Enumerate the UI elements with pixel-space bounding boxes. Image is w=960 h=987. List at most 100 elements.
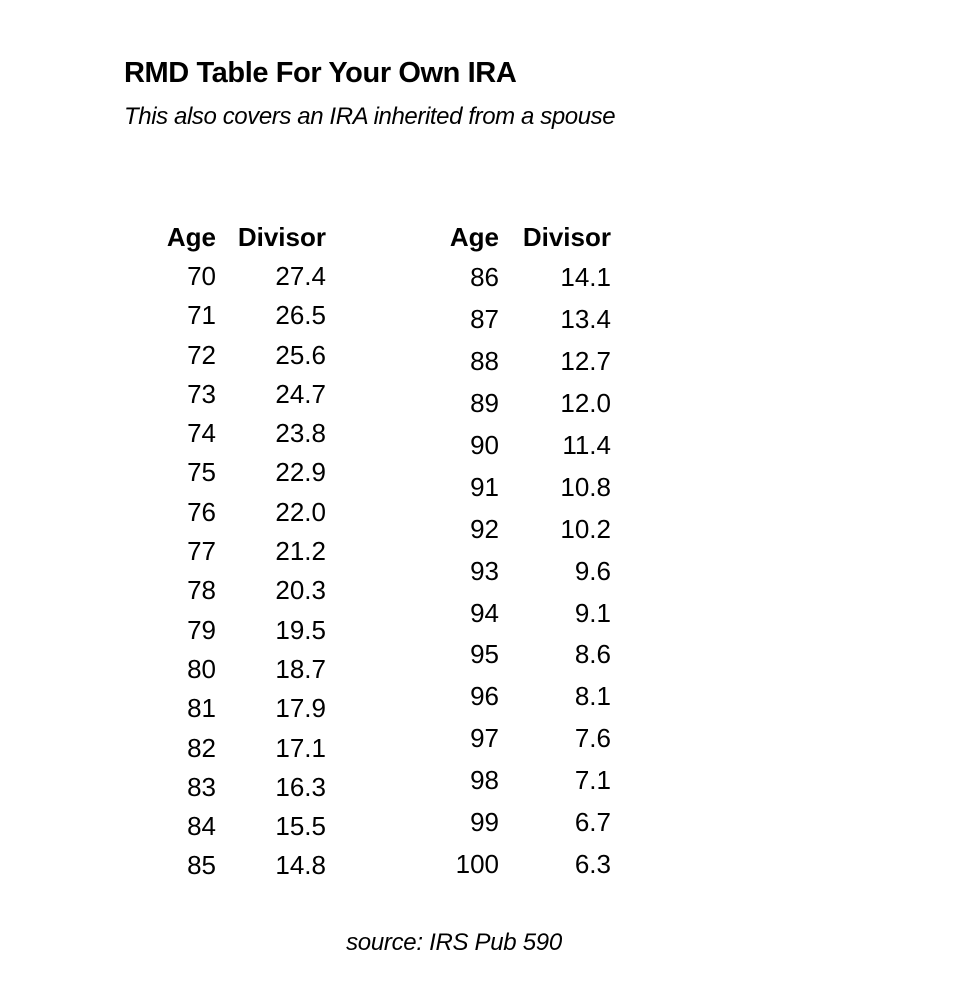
age-cell: 98 xyxy=(470,765,499,796)
table-row: 70 27.4 xyxy=(140,256,326,295)
divisor-cell: 16.3 xyxy=(275,771,326,802)
age-cell: 91 xyxy=(470,471,499,502)
divisor-cell: 18.7 xyxy=(275,653,326,684)
table-row: 81 17.9 xyxy=(140,689,326,728)
age-cell: 92 xyxy=(470,513,499,544)
age-cell: 87 xyxy=(470,304,499,335)
divisor-cell: 12.7 xyxy=(560,346,611,377)
age-cell: 73 xyxy=(187,378,216,409)
page-subtitle: This also covers an IRA inherited from a… xyxy=(124,103,616,130)
table-row: 91 10.8 xyxy=(423,466,611,508)
table-header-row: Age Divisor xyxy=(423,217,611,256)
table-row: 97 7.6 xyxy=(423,717,611,759)
age-cell: 97 xyxy=(470,723,499,754)
divisor-cell: 10.8 xyxy=(560,471,611,502)
age-cell: 74 xyxy=(187,418,216,449)
table-row: 74 23.8 xyxy=(140,413,326,452)
age-cell: 93 xyxy=(470,555,499,586)
table-row: 88 12.7 xyxy=(423,340,611,382)
divisor-cell: 13.4 xyxy=(560,304,611,335)
age-cell: 88 xyxy=(470,346,499,377)
table-row: 89 12.0 xyxy=(423,382,611,424)
divisor-cell: 22.0 xyxy=(275,496,326,527)
table-row: 86 14.1 xyxy=(423,256,611,298)
table-row: 99 6.7 xyxy=(423,801,611,843)
divisor-cell: 9.1 xyxy=(574,597,611,628)
divisor-column-header: Divisor xyxy=(522,221,611,252)
age-cell: 76 xyxy=(187,496,216,527)
divisor-cell: 19.5 xyxy=(275,614,326,645)
source-note: source: IRS Pub 590 xyxy=(346,929,562,956)
table-row: 83 16.3 xyxy=(140,767,326,806)
rmd-table-ages-86-100: Age Divisor 86 14.1 87 13.4 88 12.7 89 12.0 90 11… xyxy=(423,217,611,885)
divisor-cell: 8.1 xyxy=(574,681,611,712)
divisor-cell: 22.9 xyxy=(275,457,326,488)
age-cell: 75 xyxy=(187,457,216,488)
table-row: 77 21.2 xyxy=(140,531,326,570)
age-cell: 70 xyxy=(187,260,216,291)
age-cell: 85 xyxy=(187,850,216,881)
divisor-cell: 6.7 xyxy=(574,807,611,838)
divisor-cell: 12.0 xyxy=(560,387,611,418)
divisor-cell: 23.8 xyxy=(275,418,326,449)
age-cell: 96 xyxy=(470,681,499,712)
table-row: 78 20.3 xyxy=(140,571,326,610)
rmd-tables-container: Age Divisor 70 27.4 71 26.5 72 25.6 73 24.7 74 23… xyxy=(140,217,611,885)
age-cell: 95 xyxy=(470,639,499,670)
age-cell: 78 xyxy=(187,575,216,606)
table-row: 73 24.7 xyxy=(140,374,326,413)
age-cell: 82 xyxy=(187,732,216,763)
age-cell: 89 xyxy=(470,387,499,418)
divisor-cell: 27.4 xyxy=(275,260,326,291)
table-row: 100 6.3 xyxy=(423,843,611,885)
table-row: 75 22.9 xyxy=(140,453,326,492)
age-column-header: Age xyxy=(449,221,499,252)
table-row: 71 26.5 xyxy=(140,296,326,335)
table-row: 93 9.6 xyxy=(423,550,611,592)
divisor-cell: 17.9 xyxy=(275,693,326,724)
table-row: 92 10.2 xyxy=(423,508,611,550)
divisor-cell: 9.6 xyxy=(574,555,611,586)
age-cell: 83 xyxy=(187,771,216,802)
age-cell: 84 xyxy=(187,811,216,842)
table-row: 94 9.1 xyxy=(423,592,611,634)
divisor-column-header: Divisor xyxy=(237,221,326,252)
divisor-cell: 17.1 xyxy=(275,732,326,763)
table-row: 80 18.7 xyxy=(140,649,326,688)
divisor-cell: 7.6 xyxy=(574,723,611,754)
table-row: 96 8.1 xyxy=(423,675,611,717)
divisor-cell: 14.8 xyxy=(275,850,326,881)
age-cell: 100 xyxy=(455,849,499,880)
divisor-cell: 24.7 xyxy=(275,378,326,409)
divisor-cell: 11.4 xyxy=(562,429,611,460)
table-row: 98 7.1 xyxy=(423,759,611,801)
age-cell: 90 xyxy=(470,429,499,460)
table-row: 90 11.4 xyxy=(423,424,611,466)
age-cell: 72 xyxy=(187,339,216,370)
divisor-cell: 10.2 xyxy=(560,513,611,544)
age-cell: 99 xyxy=(470,807,499,838)
divisor-cell: 14.1 xyxy=(560,262,611,293)
age-cell: 86 xyxy=(470,262,499,293)
divisor-cell: 25.6 xyxy=(275,339,326,370)
table-row: 79 19.5 xyxy=(140,610,326,649)
divisor-cell: 26.5 xyxy=(275,300,326,331)
table-row: 82 17.1 xyxy=(140,728,326,767)
table-row: 84 15.5 xyxy=(140,806,326,845)
age-cell: 77 xyxy=(187,536,216,567)
age-cell: 71 xyxy=(187,300,216,331)
age-column-header: Age xyxy=(166,221,216,252)
divisor-cell: 15.5 xyxy=(275,811,326,842)
table-row: 85 14.8 xyxy=(140,846,326,885)
divisor-cell: 21.2 xyxy=(275,536,326,567)
divisor-cell: 7.1 xyxy=(574,765,611,796)
divisor-cell: 6.3 xyxy=(574,849,611,880)
table-row: 87 13.4 xyxy=(423,298,611,340)
table-row: 95 8.6 xyxy=(423,633,611,675)
table-row: 76 22.0 xyxy=(140,492,326,531)
age-cell: 80 xyxy=(187,653,216,684)
rmd-table-ages-70-85: Age Divisor 70 27.4 71 26.5 72 25.6 73 24.7 74 23… xyxy=(140,217,326,885)
divisor-cell: 8.6 xyxy=(574,639,611,670)
age-cell: 94 xyxy=(470,597,499,628)
age-cell: 81 xyxy=(187,693,216,724)
